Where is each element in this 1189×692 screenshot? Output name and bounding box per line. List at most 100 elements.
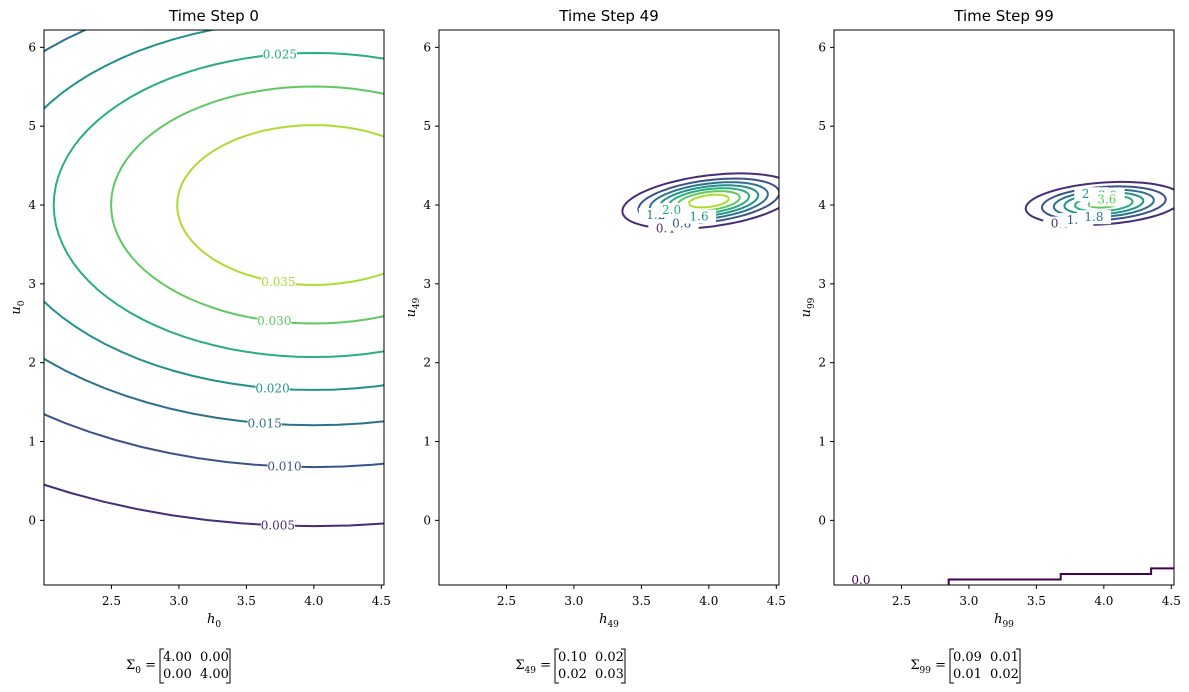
y-tick-label: 4 [28,198,36,212]
y-axis-sub: 99 [807,297,817,309]
contour-label: 2.0 [662,203,681,217]
x-tick-label: 4.0 [699,594,718,608]
matrix-right-bracket [226,648,231,684]
matrix-cell: 0.00 [200,650,229,665]
sigma-sym: Σ [910,658,919,673]
matrix-left-bracket [949,648,954,684]
matrix-cell: 4.00 [163,650,192,665]
x-axis-label: h99 [994,612,1014,630]
y-tick-label: 1 [818,435,826,449]
panel-title: Time Step 49 [558,7,659,25]
x-axis-label: h0 [207,612,221,630]
x-tick-label: 2.5 [497,594,516,608]
contour-label-bg [247,416,282,431]
contour-line [1024,180,1174,226]
contour-line [44,483,384,528]
contour-panel-2: Time Step 992.5 3.0 3.5 4.0 4.50123456h99u99… [799,7,1181,684]
contour-label: 0.020 [255,381,289,395]
x-tick-label: 4.0 [304,594,323,608]
matrix-cell: 0.02 [558,667,587,682]
matrix-cell: 0.09 [953,650,982,665]
y-tick-label: 5 [28,119,36,133]
contour-line [621,172,779,230]
contour-label-bg [262,47,297,62]
contour-line [1052,188,1155,219]
matrix-cell: 0.01 [990,650,1019,665]
contour-label: 3.6 [1097,192,1116,206]
x-axis-var: h [207,612,215,627]
panel-title: Time Step 99 [953,7,1054,25]
contour-line [52,51,384,359]
matrix-left-bracket [554,648,559,684]
x-axis-var: h [994,612,1002,627]
x-tick-label: 3.5 [632,594,651,608]
y-tick-label: 0 [28,513,36,527]
plot-frame [833,29,1175,586]
plot-frame [43,29,385,586]
y-axis-label: u49 [404,297,422,317]
contour-label: 0.030 [257,314,291,328]
equals-sign: = [141,658,156,673]
contour-label: 0.005 [261,518,295,532]
matrix-left-bracket [159,648,164,684]
contour-lines [44,30,384,528]
y-tick-label: 5 [818,119,826,133]
y-tick-label: 2 [818,356,826,370]
contour-label-bg [260,518,295,533]
y-tick-label: 6 [28,40,36,54]
contour-label-bg [255,381,290,396]
x-axis-var: h [599,612,607,627]
contour-line [44,413,384,469]
matrix-right-bracket [1016,648,1021,684]
covariance-caption: Σ49 = 0.10 0.02 0.02 0.03 [515,648,626,684]
y-tick-label: 5 [423,119,431,133]
y-tick-label: 6 [423,40,431,54]
covariance-caption: Σ99 = 0.09 0.01 0.01 0.02 [910,648,1021,684]
contour-label: 0.0 [851,573,870,587]
y-tick-label: 6 [818,40,826,54]
y-tick-label: 2 [423,356,431,370]
contour-label-bg [267,459,302,474]
x-axis-label: h49 [599,612,619,630]
sigma-sub: 99 [920,666,932,676]
x-tick-label: 3.0 [564,594,583,608]
contour-label-bg [1089,192,1124,207]
contour-line [110,85,384,325]
contour-panel-0: Time Step 02.5 3.0 3.5 4.0 4.50123456h0u00.0… [9,7,391,684]
x-axis-sub: 99 [1002,620,1014,630]
x-axis-sub: 49 [607,620,619,630]
y-axis-var: u [799,309,814,317]
matrix-cell: 0.03 [595,667,624,682]
matrix-cell: 0.02 [595,650,624,665]
y-axis-var: u [404,309,419,317]
contour-line [176,124,384,286]
equals-sign: = [536,658,551,673]
contour-label: 1.6 [690,210,709,224]
x-tick-label: 2.5 [892,594,911,608]
x-tick-label: 2.5 [102,594,121,608]
panel-title: Time Step 0 [168,7,259,25]
matrix-cell: 0.00 [163,667,192,682]
y-tick-label: 3 [28,277,36,291]
matrix-cell: 0.10 [558,650,587,665]
matrix-right-bracket [621,648,626,684]
plot-frame [438,29,780,586]
y-tick-label: 3 [818,277,826,291]
matrix-cell: 0.01 [953,667,982,682]
y-tick-label: 0 [818,513,826,527]
contour-label-bg [257,314,292,329]
y-axis-var: u [9,306,24,314]
contour-lines [947,180,1174,585]
matrix-cell: 0.02 [990,667,1019,682]
sigma-sym: Σ [126,658,135,673]
contour-line [688,193,730,209]
sigma-symbol: Σ99 = [910,658,946,676]
y-tick-label: 2 [28,356,36,370]
contour-panel-1: Time Step 492.5 3.0 3.5 4.0 4.50123456h49u49… [404,7,786,684]
contour-label: 0.015 [247,416,281,430]
contour-line [44,30,384,427]
y-tick-label: 4 [423,198,431,212]
y-tick-label: 0 [423,513,431,527]
sigma-symbol: Σ49 = [515,658,551,676]
